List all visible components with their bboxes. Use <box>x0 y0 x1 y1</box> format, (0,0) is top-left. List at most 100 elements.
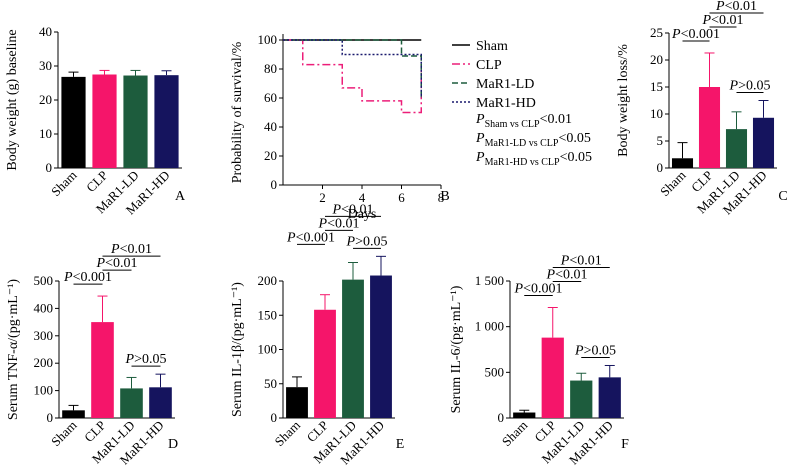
y-axis-label: Serum TNF-α/(pg·mL⁻¹) <box>6 279 21 420</box>
bar-mar1-ld <box>123 75 148 168</box>
p-value: <0.01 <box>327 216 359 231</box>
p-symbol: P <box>475 131 485 146</box>
x-tick-label: 2 <box>319 190 326 205</box>
panel-letter: B <box>440 189 449 204</box>
y-tick-label: 0 <box>271 410 278 425</box>
comparison-label: P<0.01 <box>96 256 138 271</box>
bar-mar1-hd <box>149 387 172 418</box>
bar-mar1-ld <box>342 279 364 418</box>
comparison-label: P>0.05 <box>729 79 771 94</box>
y-tick-label: 150 <box>258 307 278 322</box>
p-symbol: P <box>546 267 556 282</box>
x-tick-label: 8 <box>438 190 445 205</box>
bar-mar1-ld <box>120 388 143 418</box>
p-value: <0.01 <box>569 253 601 268</box>
y-tick-label: 20 <box>39 92 52 107</box>
y-tick-label: 1 000 <box>475 319 504 334</box>
p-value: <0.01 <box>711 13 743 28</box>
bar-mar1-hd <box>752 117 775 168</box>
legend-label: MaR1-HD <box>476 96 536 111</box>
p-symbol: P <box>715 0 725 14</box>
y-tick-label: 25 <box>650 25 663 40</box>
p-symbol: P <box>475 112 485 127</box>
y-tick-label: 200 <box>258 273 278 288</box>
p-symbol: P <box>574 343 584 358</box>
bar-mar1-ld <box>570 380 593 418</box>
panel-letter: E <box>396 437 405 452</box>
p-value: <0.001 <box>73 270 112 285</box>
legend-label: MaR1-LD <box>476 77 534 92</box>
p-symbol: P <box>671 27 681 42</box>
bar-mar1-ld <box>725 129 748 168</box>
p-symbol: P <box>346 234 356 249</box>
stat-text: PSham vs CLP<0.01 <box>475 112 572 130</box>
p-value: <0.01 <box>341 202 373 217</box>
comparison-label: P<0.001 <box>63 270 112 285</box>
comparison-label: P>0.05 <box>574 343 616 358</box>
p-symbol: P <box>560 253 570 268</box>
legend-label: Sham <box>476 39 508 54</box>
p-value: <0.001 <box>296 230 335 245</box>
y-tick-label: 0 <box>657 160 664 175</box>
p-value: <0.01 <box>120 242 152 257</box>
y-tick-label: 100 <box>258 342 278 357</box>
y-axis-label: Body weight loss/% <box>616 44 631 157</box>
p-value: >0.05 <box>584 343 616 358</box>
p-symbol: P <box>475 150 485 165</box>
stat-text: PMaR1-LD vs CLP<0.05 <box>475 131 591 149</box>
y-tick-label: 80 <box>264 61 277 76</box>
bar-mar1-hd <box>370 275 392 418</box>
comparison-label: P>0.05 <box>125 352 167 367</box>
p-symbol: P <box>702 13 712 28</box>
bar-clp <box>92 74 117 168</box>
p-value: <0.01 <box>105 256 137 271</box>
p-value: >0.05 <box>738 79 770 94</box>
x-axis-label: Days <box>348 207 377 222</box>
panel-letter: A <box>175 189 186 204</box>
p-value: >0.05 <box>355 234 387 249</box>
y-tick-label: 0 <box>498 410 505 425</box>
panel-letter: D <box>168 437 178 452</box>
p-symbol: P <box>96 256 106 271</box>
bar-clp <box>541 337 564 418</box>
p-symbol: P <box>332 202 342 217</box>
y-tick-label: 40 <box>39 24 52 39</box>
p-symbol: P <box>63 270 73 285</box>
comparison-label: P<0.01 <box>332 202 374 217</box>
bar-sham <box>61 76 86 168</box>
stat-subscript: MaR1-HD vs CLP <box>485 157 560 168</box>
p-symbol: P <box>514 281 524 296</box>
category-label: Sham <box>48 168 80 200</box>
series-clp <box>283 39 422 114</box>
p-symbol: P <box>125 352 135 367</box>
y-tick-label: 500 <box>485 364 505 379</box>
comparison-label: P<0.01 <box>715 0 757 14</box>
comparison-label: P<0.001 <box>514 281 563 296</box>
p-value: <0.001 <box>681 27 720 42</box>
p-symbol: P <box>286 230 296 245</box>
y-tick-label: 40 <box>264 119 277 134</box>
y-tick-label: 500 <box>34 273 54 288</box>
y-tick-label: 1 500 <box>475 273 504 288</box>
p-value: >0.05 <box>134 352 166 367</box>
y-tick-label: 10 <box>650 106 663 121</box>
y-tick-label: 400 <box>34 300 54 315</box>
p-value: <0.01 <box>725 0 757 14</box>
y-tick-label: 100 <box>34 383 54 398</box>
bar-sham <box>671 158 694 168</box>
y-tick-label: 30 <box>39 58 52 73</box>
comparison-label: P<0.001 <box>286 230 335 245</box>
stat-text: PMaR1-HD vs CLP<0.05 <box>475 150 592 168</box>
y-tick-label: 100 <box>258 32 278 47</box>
x-tick-label: 6 <box>398 190 405 205</box>
bar-mar1-hd <box>598 377 621 418</box>
series-mar1-hd <box>283 39 422 98</box>
comparison-label: P<0.01 <box>546 267 588 282</box>
y-axis-label: Body weight (g) baseline <box>5 29 20 170</box>
y-tick-label: 20 <box>264 148 277 163</box>
